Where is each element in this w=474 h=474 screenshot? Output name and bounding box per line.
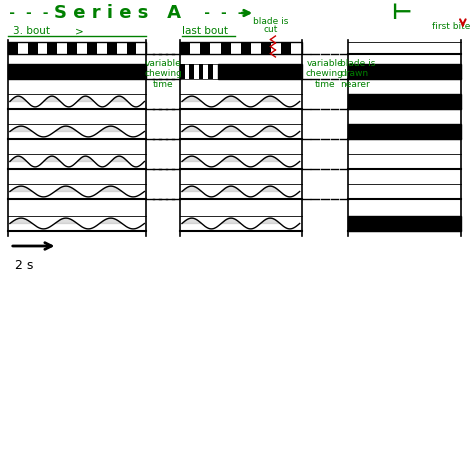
Text: 3. bout: 3. bout xyxy=(13,26,50,36)
Bar xyxy=(127,42,137,54)
Bar xyxy=(8,64,146,79)
Bar xyxy=(8,42,146,54)
Bar xyxy=(199,64,203,79)
Text: >: > xyxy=(75,26,84,36)
Bar xyxy=(241,42,251,54)
Text: first bite: first bite xyxy=(432,22,470,31)
Bar xyxy=(87,42,97,54)
Bar xyxy=(180,42,190,54)
Text: blade is: blade is xyxy=(253,17,289,26)
Bar xyxy=(190,64,194,79)
Text: last bout: last bout xyxy=(182,26,228,36)
Bar xyxy=(180,42,301,54)
Bar xyxy=(348,64,461,79)
Bar xyxy=(208,64,213,79)
Bar xyxy=(200,42,210,54)
Text: variable
chewing
time: variable chewing time xyxy=(144,59,182,89)
Text: blade is
drawn
nearer: blade is drawn nearer xyxy=(340,59,375,89)
Text: - - -: - - - xyxy=(8,6,50,20)
Bar xyxy=(8,42,18,54)
Bar xyxy=(107,42,117,54)
Bar xyxy=(180,64,218,79)
Text: cut: cut xyxy=(263,25,277,34)
Text: - - -: - - - xyxy=(203,6,245,20)
Text: ⊢: ⊢ xyxy=(391,3,411,23)
Bar xyxy=(282,42,292,54)
Bar xyxy=(67,42,77,54)
Text: S e r i e s   A: S e r i e s A xyxy=(55,4,182,22)
Bar xyxy=(180,64,185,79)
Bar xyxy=(348,216,461,231)
Bar xyxy=(261,42,271,54)
Bar xyxy=(27,42,37,54)
Text: 2 s: 2 s xyxy=(15,259,33,272)
Bar xyxy=(218,64,301,79)
Text: variable
chewing
time: variable chewing time xyxy=(306,59,344,89)
Bar xyxy=(47,42,57,54)
Bar xyxy=(348,94,461,109)
Bar xyxy=(220,42,231,54)
Bar xyxy=(348,124,461,139)
